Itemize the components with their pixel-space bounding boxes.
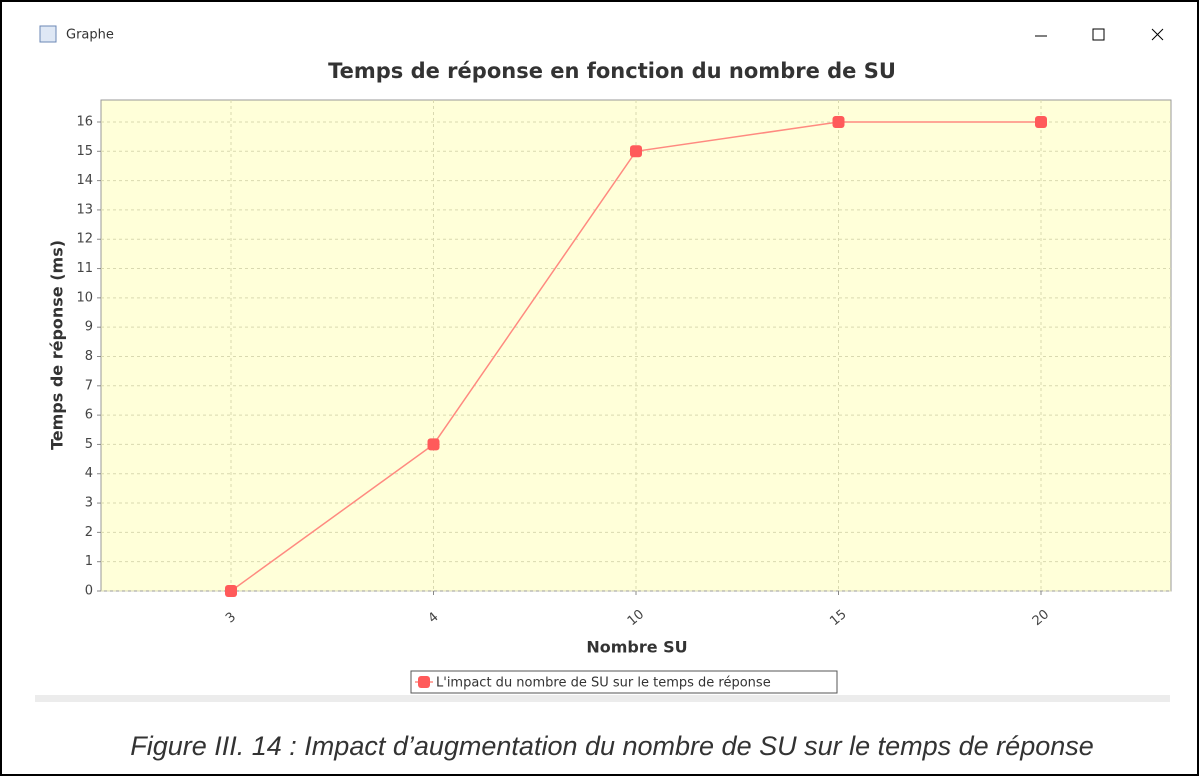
app-icon (39, 25, 57, 43)
y-tick-label: 6 (85, 408, 93, 423)
y-tick-label: 15 (76, 144, 93, 159)
y-tick-label: 1 (85, 554, 93, 569)
caption: Figure III. 14 : Impact d’augmentation d… (130, 731, 1094, 761)
y-tick-label: 5 (85, 437, 93, 452)
chart-title: Temps de réponse en fonction du nombre d… (328, 59, 896, 83)
data-point (225, 585, 237, 597)
window-title: Graphe (66, 28, 114, 43)
y-tick-label: 3 (85, 496, 93, 511)
data-point (427, 438, 440, 451)
close-button[interactable] (1151, 28, 1164, 41)
y-tick-label: 7 (85, 378, 93, 393)
y-tick-label: 13 (76, 202, 93, 217)
y-tick-label: 12 (76, 232, 93, 247)
x-axis-label: Nombre SU (586, 638, 687, 657)
data-point (630, 145, 642, 158)
y-tick-label: 10 (76, 290, 93, 305)
data-point (1035, 115, 1047, 128)
y-tick-label: 2 (85, 525, 93, 540)
legend-marker (418, 676, 430, 688)
data-point (832, 115, 845, 128)
y-tick-label: 14 (76, 173, 93, 188)
y-tick-label: 8 (85, 349, 93, 364)
maximize-button[interactable] (1092, 28, 1105, 41)
y-tick-label: 9 (85, 320, 93, 335)
y-tick-label: 16 (76, 114, 93, 129)
legend-box (410, 670, 838, 694)
separator (35, 695, 1170, 702)
y-tick-label: 11 (76, 261, 93, 276)
y-tick-label: 4 (85, 466, 93, 481)
y-tick-label: 0 (85, 584, 93, 599)
y-axis-label: Temps de réponse (ms) (48, 240, 67, 450)
legend-label: L'impact du nombre de SU sur le temps de… (436, 676, 771, 691)
